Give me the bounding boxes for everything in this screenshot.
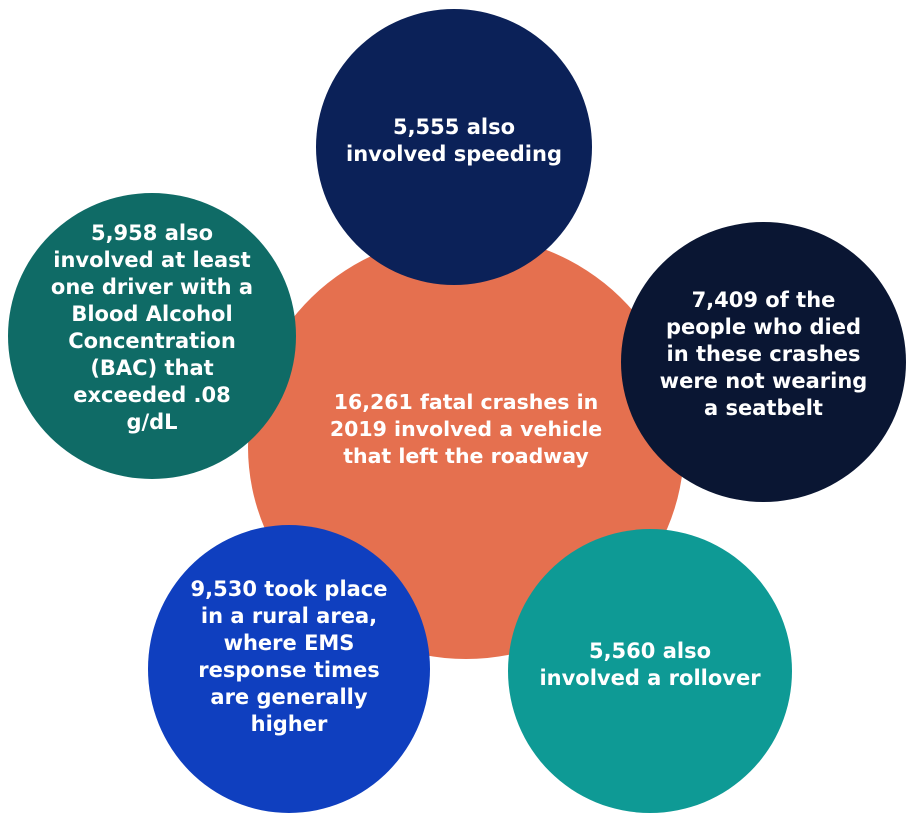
rollover-circle: 5,560 also involved a rollover (508, 529, 792, 813)
bac-circle-text: 5,958 also involved at least one driver … (50, 221, 254, 434)
speeding-circle-text: 5,555 also involved speeding (346, 115, 562, 166)
rural-circle: 9,530 took place in a rural area, where … (148, 525, 430, 813)
seatbelt-circle: 7,409 of the people who died in these cr… (621, 222, 906, 502)
seatbelt-circle-text: 7,409 of the people who died in these cr… (659, 287, 868, 420)
bac-circle: 5,958 also involved at least one driver … (8, 193, 296, 479)
rollover-circle-text: 5,560 also involved a rollover (539, 639, 761, 690)
center-circle-text: 16,261 fatal crashes in 2019 involved a … (329, 389, 603, 468)
speeding-circle: 5,555 also involved speeding (316, 9, 592, 285)
rural-circle-text: 9,530 took place in a rural area, where … (190, 577, 388, 736)
